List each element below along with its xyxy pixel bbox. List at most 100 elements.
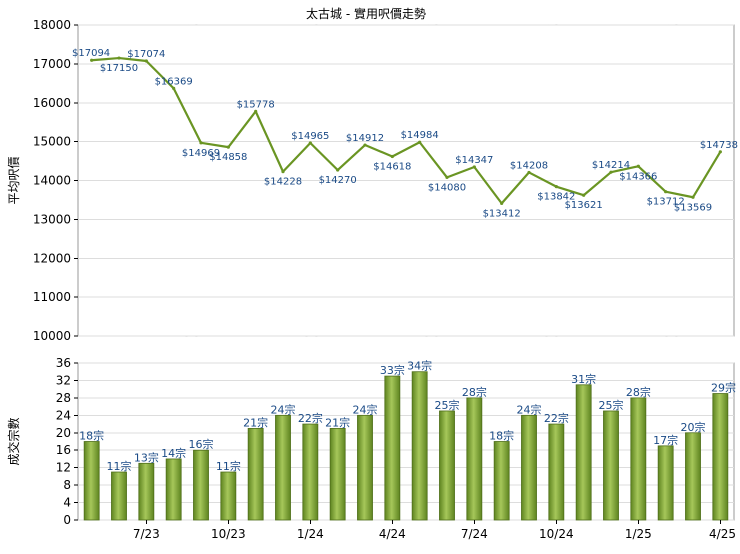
plot-area	[77, 362, 735, 521]
volume-bar	[603, 410, 619, 521]
data-point	[636, 164, 640, 168]
y-tick-label: 10000	[33, 329, 71, 343]
y-tick-label: 20	[56, 426, 71, 440]
bar-label: 17宗	[653, 433, 678, 447]
volume-bar	[193, 449, 209, 521]
bar-label: 25宗	[435, 398, 460, 412]
data-label: $14618	[373, 161, 411, 172]
data-label: $13569	[674, 202, 712, 213]
y-tick-label: 11000	[33, 290, 71, 304]
volume-bar	[466, 397, 483, 521]
data-point	[691, 195, 695, 199]
data-label: $14912	[346, 133, 384, 144]
data-point	[554, 185, 558, 189]
volume-bar	[439, 410, 455, 521]
volume-bar	[384, 375, 401, 521]
bar-label: 34宗	[407, 359, 432, 373]
volume-bar	[220, 471, 237, 521]
x-tick-label: 7/24	[461, 527, 488, 541]
y-tick-label: 24	[56, 408, 71, 422]
x-tick-label: 4/24	[379, 527, 406, 541]
price-line-series	[91, 56, 722, 205]
data-label: $13712	[647, 197, 685, 208]
data-point	[718, 150, 722, 154]
y-axis-label: 平均呎價	[7, 156, 21, 204]
bar-label: 24宗	[517, 402, 542, 416]
data-label: $17094	[72, 48, 110, 59]
bar-label: 22宗	[298, 411, 323, 425]
data-point	[254, 109, 258, 113]
y-tick-label: 16	[56, 443, 71, 457]
volume-bar	[411, 371, 428, 521]
data-point	[363, 143, 367, 147]
bar-label: 21宗	[325, 415, 350, 429]
y-tick-label: 17000	[33, 57, 71, 71]
data-label: $13621	[565, 200, 603, 211]
volume-bar	[685, 432, 701, 521]
data-label: $14984	[401, 130, 439, 141]
volume-bar	[138, 462, 155, 521]
data-label: $14347	[455, 155, 493, 166]
data-point	[609, 170, 613, 174]
data-label: $14080	[428, 182, 466, 193]
data-point	[390, 154, 394, 159]
data-point	[472, 165, 476, 169]
data-label: $14214	[592, 160, 630, 171]
y-tick-label: 18000	[33, 18, 71, 32]
data-label: $14366	[619, 171, 657, 182]
y-tick-label: 14000	[33, 174, 71, 188]
volume-bar	[657, 445, 674, 521]
price-line-chart: 10000 11000 12000 13000 14000 15000 16000 17000…	[7, 18, 738, 343]
bar-label: 16宗	[189, 437, 214, 451]
data-label: $14858	[209, 152, 247, 163]
y-axis-label: 成交宗數	[6, 417, 21, 465]
y-tick-label: 36	[56, 356, 71, 370]
data-label: $14738	[700, 140, 738, 151]
volume-bar	[357, 414, 373, 521]
y-tick-label: 4	[63, 496, 71, 510]
y-tick-label: 16000	[33, 96, 71, 110]
volume-bar	[247, 428, 264, 521]
x-tick-label: 10/23	[211, 527, 246, 541]
bar-label: 22宗	[544, 411, 569, 425]
volume-bar	[329, 428, 346, 521]
data-label: $16369	[155, 76, 193, 87]
volume-bar	[630, 397, 647, 521]
data-label: $17150	[100, 63, 138, 74]
data-point	[117, 56, 121, 60]
volume-bar	[521, 414, 537, 521]
data-point	[418, 140, 422, 144]
bar-label: 29宗	[711, 381, 736, 395]
bar-label: 31宗	[571, 372, 596, 386]
y-tick-label: 13000	[33, 212, 71, 226]
data-point	[582, 193, 586, 197]
data-point	[90, 58, 94, 62]
volume-bar	[712, 393, 729, 521]
data-label: $15778	[237, 99, 275, 110]
bar-label: 11宗	[216, 459, 241, 473]
data-label: $14208	[510, 160, 548, 171]
bar-label: 18宗	[489, 429, 514, 443]
data-point	[226, 145, 230, 149]
x-tick-label: 10/24	[539, 527, 574, 541]
bar-label: 13宗	[134, 450, 159, 464]
data-label: $13412	[483, 208, 521, 219]
volume-bar	[111, 471, 127, 521]
volume-bar	[493, 441, 510, 521]
volume-bar	[275, 414, 291, 521]
volume-bar	[83, 441, 100, 521]
data-label: $13842	[537, 192, 575, 203]
data-point	[527, 170, 531, 175]
chart-title: 太古城 - 實用呎價走勢	[306, 6, 426, 21]
y-tick-label: 28	[56, 391, 71, 405]
data-label: $14228	[264, 177, 302, 188]
bar-label: 24宗	[353, 402, 378, 416]
volume-bar	[575, 384, 592, 521]
volume-bar	[302, 423, 319, 521]
data-point	[308, 141, 312, 145]
data-point	[500, 201, 504, 205]
bar-label: 28宗	[462, 385, 487, 399]
